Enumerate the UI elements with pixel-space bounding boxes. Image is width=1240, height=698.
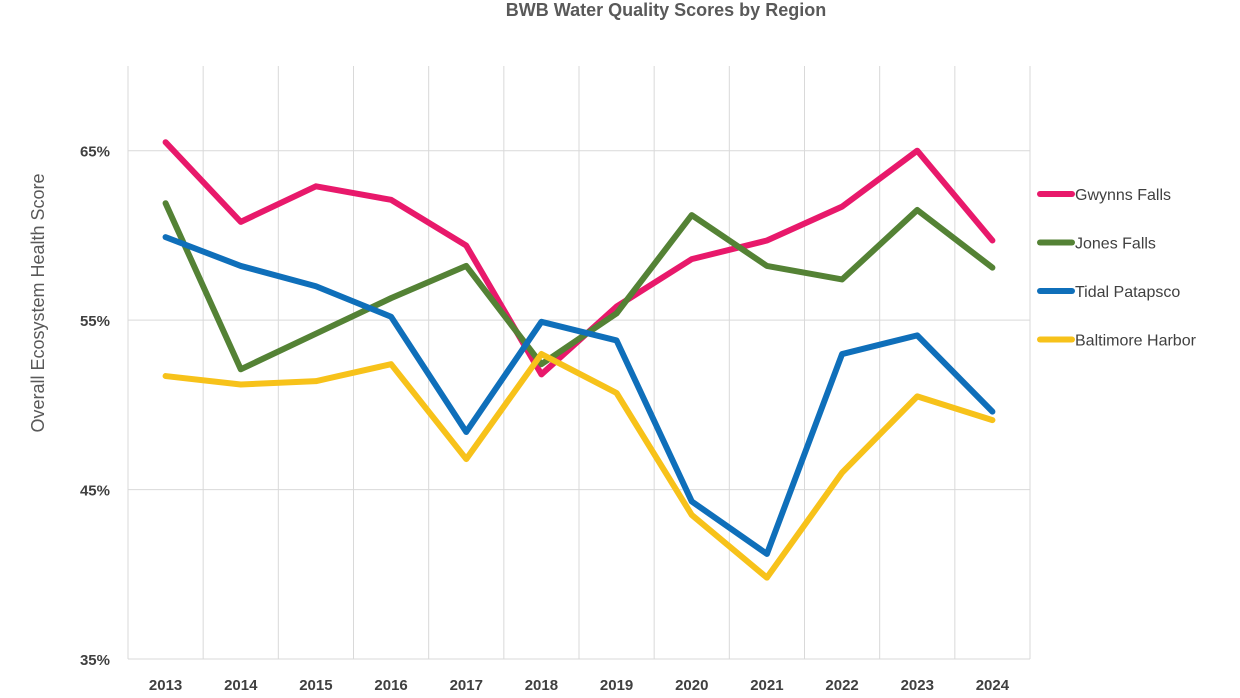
series-lines (162, 139, 996, 581)
x-tick-label: 2020 (675, 677, 708, 694)
x-tick-label: 2023 (901, 677, 934, 694)
x-tick-label: 2017 (450, 677, 483, 694)
x-tick-label: 2013 (149, 677, 182, 694)
axis-ticks: 35% 45% 55% 65% 2013 2014 2015 2016 2017 2018 2019… (80, 144, 1010, 694)
y-tick-label: 65% (80, 144, 110, 161)
x-tick-label: 2019 (600, 677, 633, 694)
legend-label-gwynns-falls: Gwynns Falls (1075, 187, 1171, 204)
x-tick-label: 2016 (374, 677, 407, 694)
legend-label-jones-falls: Jones Falls (1075, 236, 1156, 253)
y-tick-label: 45% (80, 483, 110, 500)
x-tick-label: 2014 (224, 677, 258, 694)
chart-title: BWB Water Quality Scores by Region (506, 0, 826, 20)
legend-label-baltimore-harbor: Baltimore Harbor (1075, 333, 1197, 350)
y-axis-label: Overall Ecosystem Health Score (28, 173, 48, 432)
series-line-jones-falls (162, 200, 996, 373)
x-tick-label: 2022 (825, 677, 858, 694)
series-line-tidal-patapsco (162, 234, 996, 557)
legend: Gwynns Falls Jones Falls Tidal Patapsco Bal… (1037, 187, 1197, 350)
x-tick-label: 2018 (525, 677, 558, 694)
x-tick-label: 2015 (299, 677, 332, 694)
y-tick-label: 55% (80, 313, 110, 330)
grid (127, 66, 1031, 660)
legend-label-tidal-patapsco: Tidal Patapsco (1075, 284, 1180, 301)
series-line-baltimore-harbor (162, 351, 996, 581)
x-tick-label: 2021 (750, 677, 783, 694)
x-tick-label: 2024 (976, 677, 1010, 694)
y-tick-label: 35% (80, 652, 110, 669)
